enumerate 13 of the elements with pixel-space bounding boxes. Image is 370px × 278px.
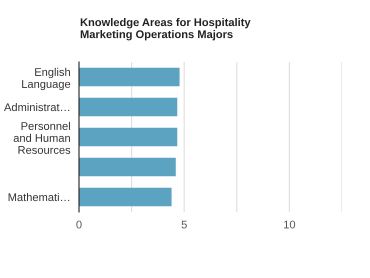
- y-tick-label: Mathemati…: [8, 192, 70, 202]
- bar: [79, 188, 172, 206]
- chart-title: Knowledge Areas for Hospitality Marketing Operations Majors: [80, 18, 251, 40]
- y-tick-label: Administrat…: [4, 102, 70, 112]
- bar: [79, 158, 176, 176]
- bar: [79, 128, 178, 146]
- bar: [79, 98, 178, 116]
- bar: [79, 68, 180, 86]
- x-tick-label: 0: [76, 220, 82, 228]
- x-tick-label: 10: [284, 220, 296, 228]
- y-tick-label: English Language: [22, 68, 70, 90]
- y-tick-label: Personnel and Human Resources: [14, 122, 70, 154]
- x-tick-label: 5: [182, 220, 187, 228]
